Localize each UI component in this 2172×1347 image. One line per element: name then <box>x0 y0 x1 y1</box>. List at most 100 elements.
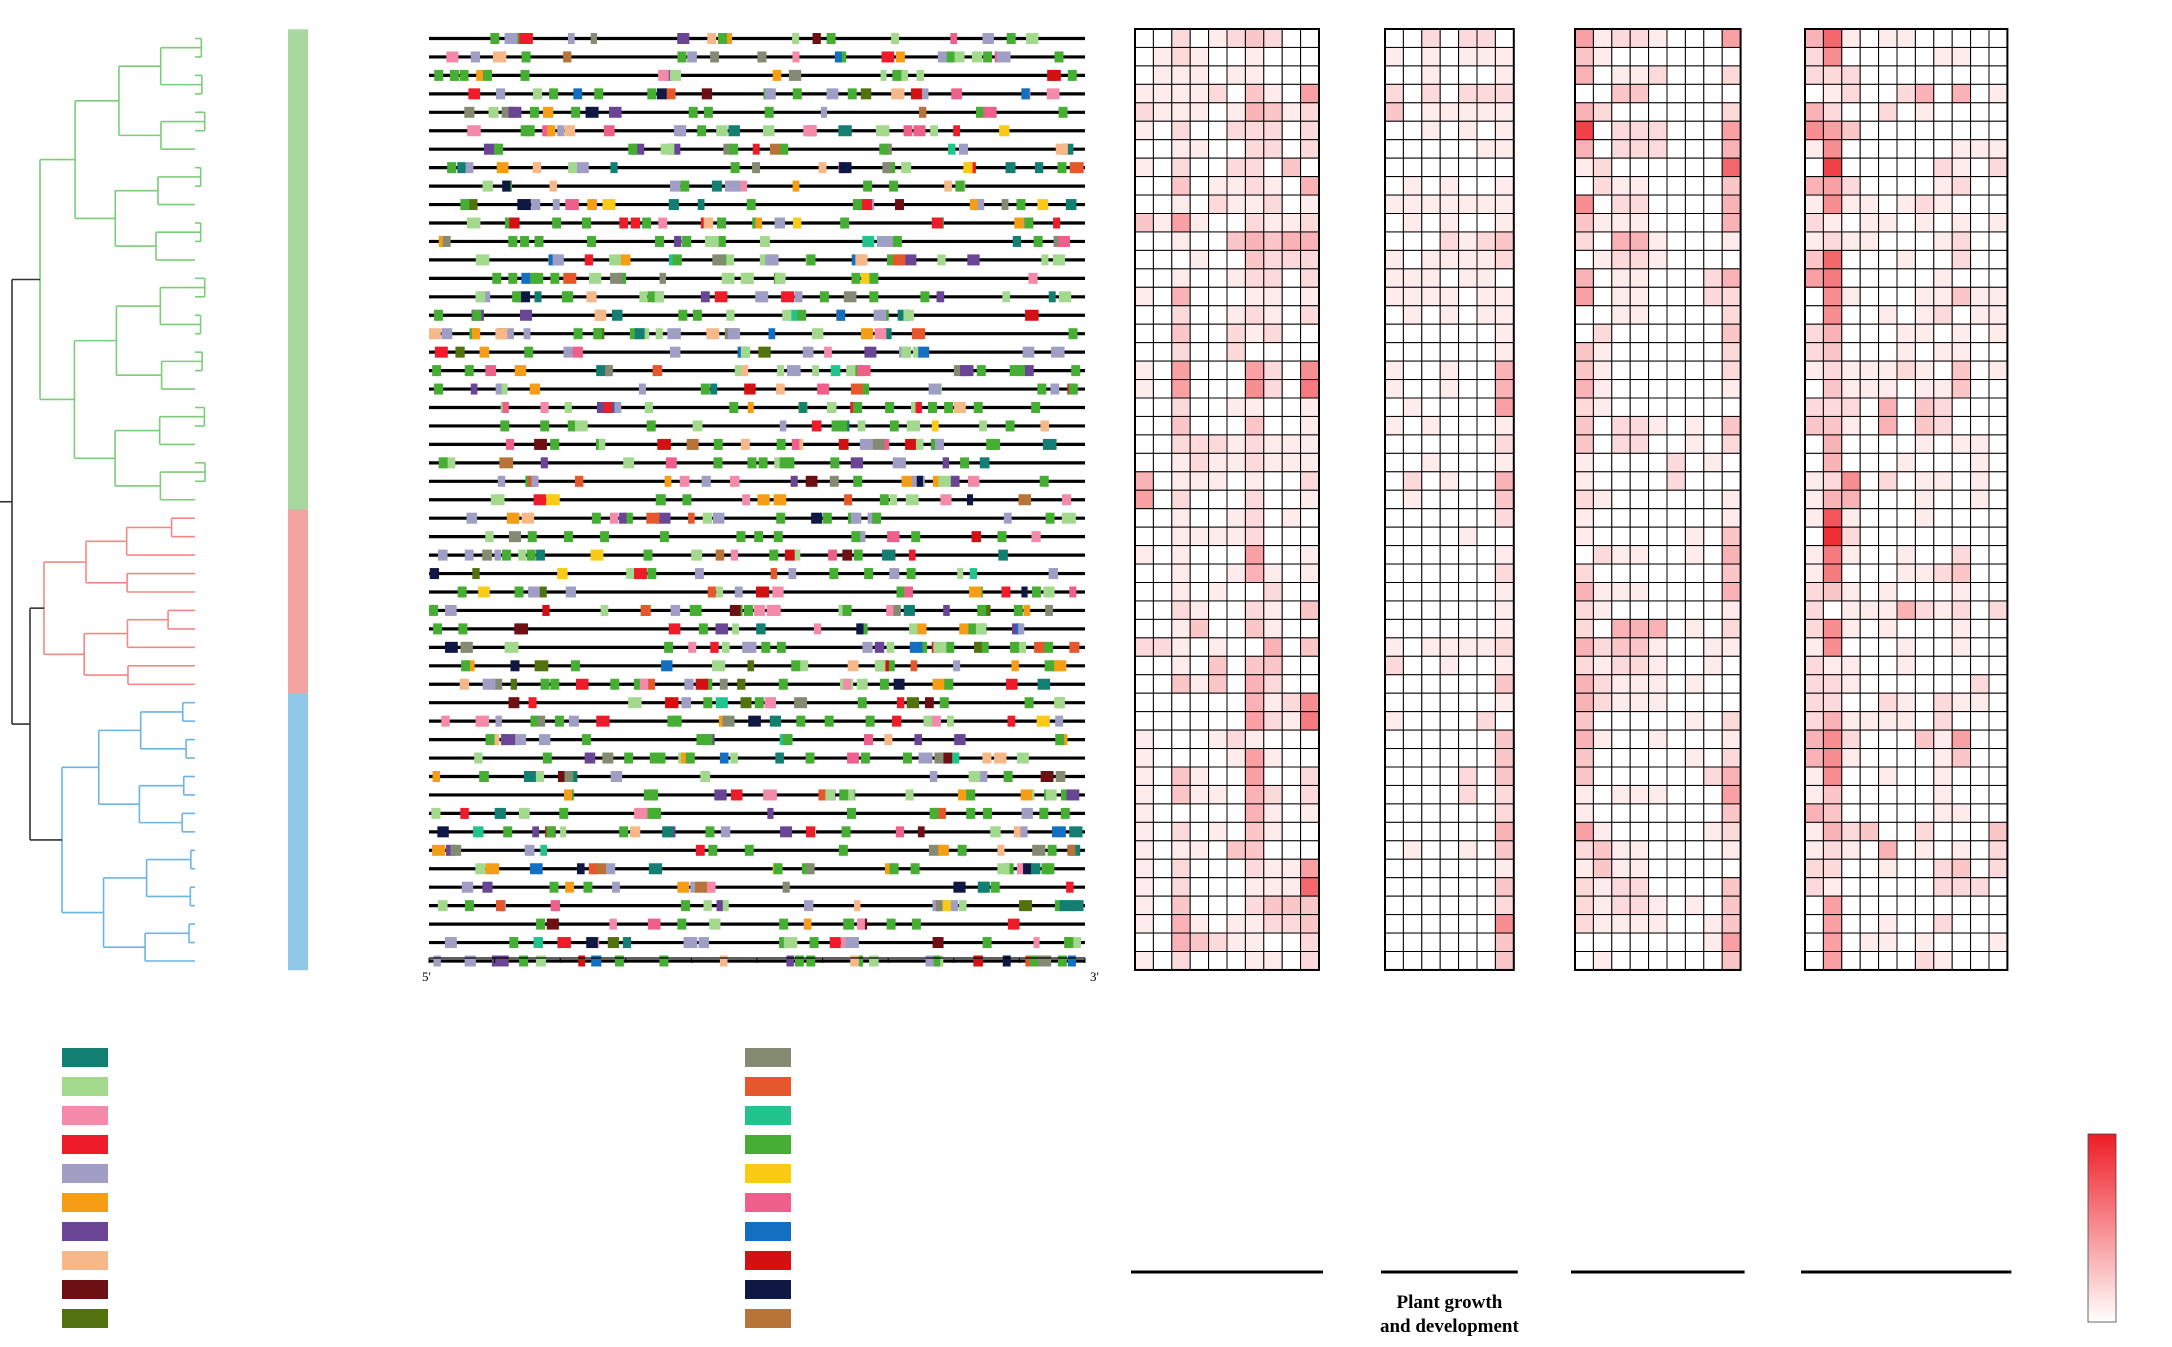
heatmap-cell <box>1703 360 1723 381</box>
heatmap-cell <box>1611 711 1631 731</box>
motif-box <box>960 457 970 469</box>
heatmap-cell <box>1841 526 1861 547</box>
heatmap-cell <box>1421 176 1441 196</box>
motif-box <box>843 678 851 690</box>
motif-box <box>764 88 776 100</box>
heatmap-cell <box>1494 877 1515 897</box>
heatmap-cell <box>1684 194 1705 215</box>
heatmap-cell <box>1822 268 1843 288</box>
motif-box <box>1041 254 1049 266</box>
motif-box <box>767 807 774 819</box>
heatmap-cell <box>1208 766 1228 786</box>
heatmap-cell <box>1841 102 1861 122</box>
motif-box <box>1003 512 1012 524</box>
heatmap-cell <box>1458 286 1478 307</box>
motif-box <box>753 604 766 616</box>
heatmap-cell <box>1208 600 1228 620</box>
heatmap-cell <box>1988 489 2008 510</box>
heatmap-cell <box>1494 342 1515 362</box>
heatmap-cell <box>1244 231 1265 251</box>
heatmap-cell <box>1263 139 1283 159</box>
motif-box <box>811 420 822 432</box>
heatmap-cell <box>1402 729 1423 750</box>
heatmap-cell <box>1841 655 1861 676</box>
motif-box <box>470 383 478 395</box>
heatmap-cell <box>1134 618 1154 639</box>
heatmap-cell <box>1281 434 1302 454</box>
motif-box <box>648 863 663 875</box>
heatmap-cell <box>1611 268 1631 288</box>
heatmap-cell <box>1476 83 1496 104</box>
heatmap-cell <box>1988 397 2008 417</box>
heatmap-cell <box>1458 932 1478 952</box>
heatmap-cell <box>1189 342 1210 362</box>
heatmap-cell <box>1494 415 1515 436</box>
motif-box <box>654 235 664 247</box>
heatmap-panel-border <box>1574 28 1742 971</box>
heatmap-cell <box>1300 951 1320 971</box>
heatmap-cell <box>1171 932 1191 952</box>
heatmap-cell <box>1384 821 1404 842</box>
heatmap-cell <box>1951 508 1972 528</box>
heatmap-cell <box>1152 305 1173 325</box>
heatmap-cell <box>1421 213 1441 233</box>
heatmap-cell <box>1189 692 1210 713</box>
heatmap-cell <box>1804 526 1824 547</box>
heatmap-cell <box>1458 895 1478 916</box>
heatmap-cell <box>1494 471 1515 491</box>
heatmap-cell <box>1574 452 1594 473</box>
heatmap-cell <box>1822 157 1843 178</box>
heatmap-cell <box>1263 397 1283 417</box>
heatmap-cell <box>1244 194 1265 215</box>
three-prime-label: 3' <box>1090 969 1099 984</box>
heatmap-cell <box>1822 342 1843 362</box>
motif-box <box>519 309 533 321</box>
heatmap-cell <box>1281 65 1302 85</box>
heatmap-cell <box>1152 618 1173 639</box>
heatmap-cell <box>1421 508 1441 528</box>
heatmap-cell <box>1914 711 1935 731</box>
heatmap-cell <box>1281 342 1302 362</box>
motif-box <box>911 88 923 100</box>
motif-box <box>648 789 658 801</box>
heatmap-cell <box>1804 563 1824 583</box>
heatmap-cell <box>1263 711 1283 731</box>
heatmap-cell <box>1988 286 2008 307</box>
heatmap-cell <box>1629 877 1650 897</box>
heatmap-cell <box>1629 692 1650 713</box>
heatmap-cell <box>1134 526 1154 547</box>
motif-box <box>485 365 497 377</box>
heatmap-cell <box>1300 784 1320 805</box>
heatmap-cell <box>1476 951 1496 971</box>
heatmap-cell <box>1300 840 1320 860</box>
heatmap-cell <box>1666 914 1686 934</box>
heatmap-cell <box>1421 858 1441 879</box>
motif-box <box>1057 955 1067 967</box>
motif-box <box>976 365 986 377</box>
heatmap-cell <box>1152 65 1173 85</box>
heatmap-cell <box>1970 157 1990 178</box>
heatmap-cell <box>1263 379 1283 399</box>
heatmap-cell <box>1281 618 1302 639</box>
heatmap-cell <box>1970 83 1990 104</box>
heatmap-cell <box>1402 600 1423 620</box>
heatmap-cell <box>1988 213 2008 233</box>
heatmap-cell <box>1703 766 1723 786</box>
motif-box <box>706 328 720 340</box>
heatmap-cell <box>1208 157 1228 178</box>
heatmap-cell <box>1666 821 1686 842</box>
motif-box <box>557 937 571 949</box>
heatmap-cell <box>1494 932 1515 952</box>
heatmap-cell <box>1494 176 1515 196</box>
motif-box <box>874 641 885 653</box>
motif-box <box>540 402 549 413</box>
motif-box <box>937 51 947 63</box>
heatmap-cell <box>1421 157 1441 178</box>
heatmap-cell <box>1878 305 1898 325</box>
motif-box <box>581 734 591 746</box>
motif-box <box>913 125 926 137</box>
heatmap-cell <box>1244 46 1265 67</box>
motif-box <box>492 272 502 284</box>
motif-box <box>839 789 849 801</box>
motif-box <box>740 272 754 284</box>
